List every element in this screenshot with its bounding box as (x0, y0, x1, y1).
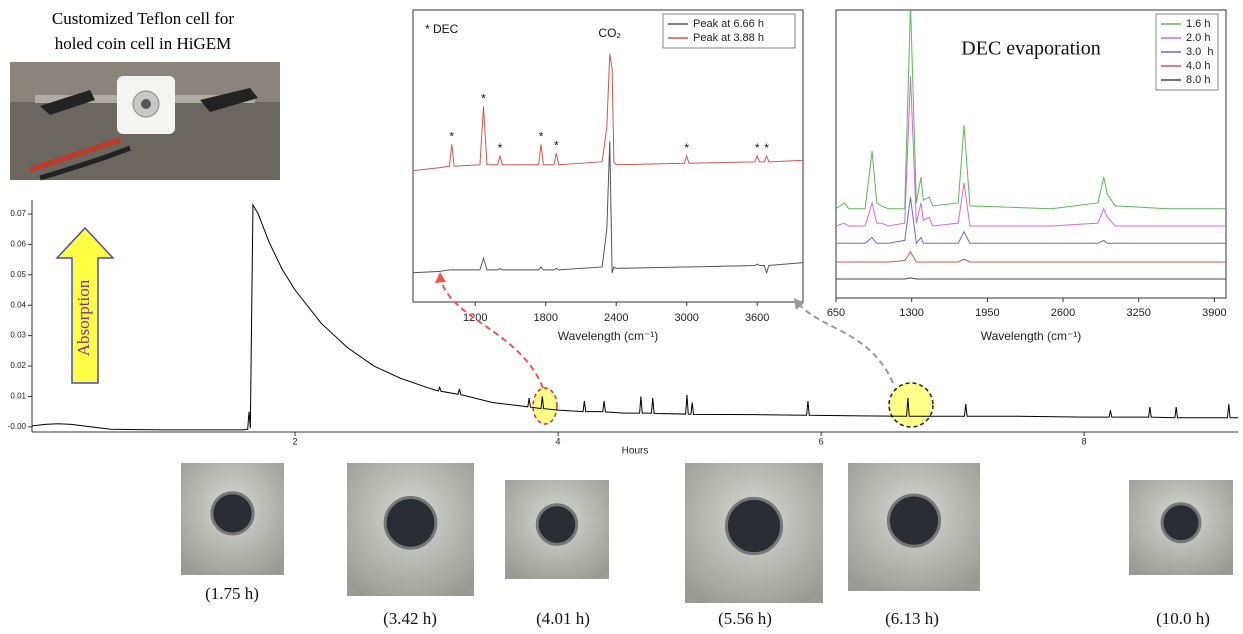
x-tick-label: 2 (293, 436, 298, 446)
photos: (1.75 h) (3.42 h) (4.01 h) (5.56 h) (6.13 h)… (181, 463, 1233, 628)
peak-marker: * (498, 141, 503, 155)
connector-head (794, 298, 804, 310)
y-tick-label: 0.05 (10, 270, 26, 279)
photo-label: (4.01 h) (536, 609, 590, 628)
series-line (836, 197, 1226, 245)
legend-label: 3.0 h (1186, 46, 1214, 58)
peak-marker: * (684, 141, 689, 155)
photo-label: (1.75 h) (205, 584, 259, 603)
photo-hole (535, 503, 579, 546)
x-tick-label: 4 (556, 436, 561, 446)
inset-chart: 1200 1800 2400 3000 3600 Wavelength (cm⁻¹) * * *… (412, 9, 804, 343)
x-tick-label: 3250 (1126, 307, 1150, 319)
x-tick-label: 6 (819, 436, 824, 446)
peak-marker: * (755, 141, 760, 155)
highlight (888, 382, 934, 428)
connector (796, 301, 894, 384)
chart-title: DEC evaporation (961, 38, 1100, 60)
photo-label: (5.56 h) (718, 609, 772, 628)
photo-hole (210, 491, 255, 536)
y-tick-label: 0.02 (10, 361, 26, 370)
inset-chart: 650 1300 1950 2600 3250 3900 Wavelength (cm⁻¹)… (827, 9, 1227, 343)
x-tick-label: 3000 (674, 312, 698, 324)
x-tick-label: 1800 (533, 312, 557, 324)
series-line (836, 10, 1226, 210)
x-axis-label: Wavelength (cm⁻¹) (558, 329, 659, 343)
photo-hole (383, 495, 438, 550)
photo-hole (1160, 502, 1202, 544)
series-line (836, 277, 1226, 280)
legend-label: Peak at 3.88 h (693, 32, 764, 44)
x-tick-label: 3600 (745, 312, 769, 324)
peak-marker: * (539, 129, 544, 143)
x-tick-label: 650 (827, 307, 845, 319)
photo-hole (724, 496, 784, 556)
series-line (413, 53, 803, 172)
y-tick-label: 0.01 (10, 392, 26, 401)
main-chart: 2 4 6 8 -0.00 0.01 0.02 0.03 0.04 0.05 0.06 0.07 Hou… (8, 200, 1238, 457)
series-line (31, 203, 1238, 431)
x-tick-label: 1300 (899, 307, 923, 319)
series-line (413, 141, 803, 275)
peak-marker: * (449, 129, 454, 143)
series-line (836, 250, 1226, 263)
photo-label: (3.42 h) (383, 609, 437, 628)
peak-marker: * (481, 92, 486, 106)
y-tick-label: 0.06 (10, 240, 26, 249)
y-tick-label: 0.07 (10, 209, 26, 218)
x-tick-label: 2600 (1051, 307, 1075, 319)
legend-label: 8.0 h (1186, 74, 1210, 86)
photo (10, 62, 280, 181)
arrow: Absorption (55, 226, 115, 384)
annotation: * DEC (425, 22, 459, 36)
peak-marker: * (554, 138, 559, 152)
legend-box (662, 13, 796, 49)
legend-label: Peak at 6.66 h (693, 18, 764, 30)
x-tick-label: 1950 (975, 307, 999, 319)
y-tick-label: -0.00 (8, 422, 27, 431)
x-tick-label: 3900 (1202, 307, 1226, 319)
photo-label: (10.0 h) (1156, 609, 1210, 628)
connector-head (435, 272, 446, 283)
legend-label: 1.6 h (1186, 18, 1210, 30)
x-tick-label: 2400 (604, 312, 628, 324)
x-axis-label: Wavelength (cm⁻¹) (981, 329, 1082, 343)
x-tick-label: 8 (1082, 436, 1087, 446)
connector (439, 276, 544, 389)
caption-line: Customized Teflon cell for (52, 9, 234, 28)
x-axis-label: Hours (622, 446, 649, 457)
legend-label: 2.0 h (1186, 32, 1210, 44)
photo-label: (6.13 h) (885, 609, 939, 628)
annotation: CO₂ (598, 26, 621, 40)
y-tick-label: 0.04 (10, 300, 26, 309)
arrow-label: Absorption (74, 279, 93, 356)
caption-line: holed coin cell in HiGEM (55, 34, 232, 53)
y-tick-label: 0.03 (10, 331, 26, 340)
highlight (532, 387, 558, 425)
legend-label: 4.0 h (1186, 60, 1210, 72)
x-tick-label: 1200 (463, 312, 487, 324)
series-line (836, 76, 1226, 227)
peak-marker: * (764, 141, 769, 155)
plot-frame (412, 9, 804, 303)
photo-hole (886, 493, 942, 548)
